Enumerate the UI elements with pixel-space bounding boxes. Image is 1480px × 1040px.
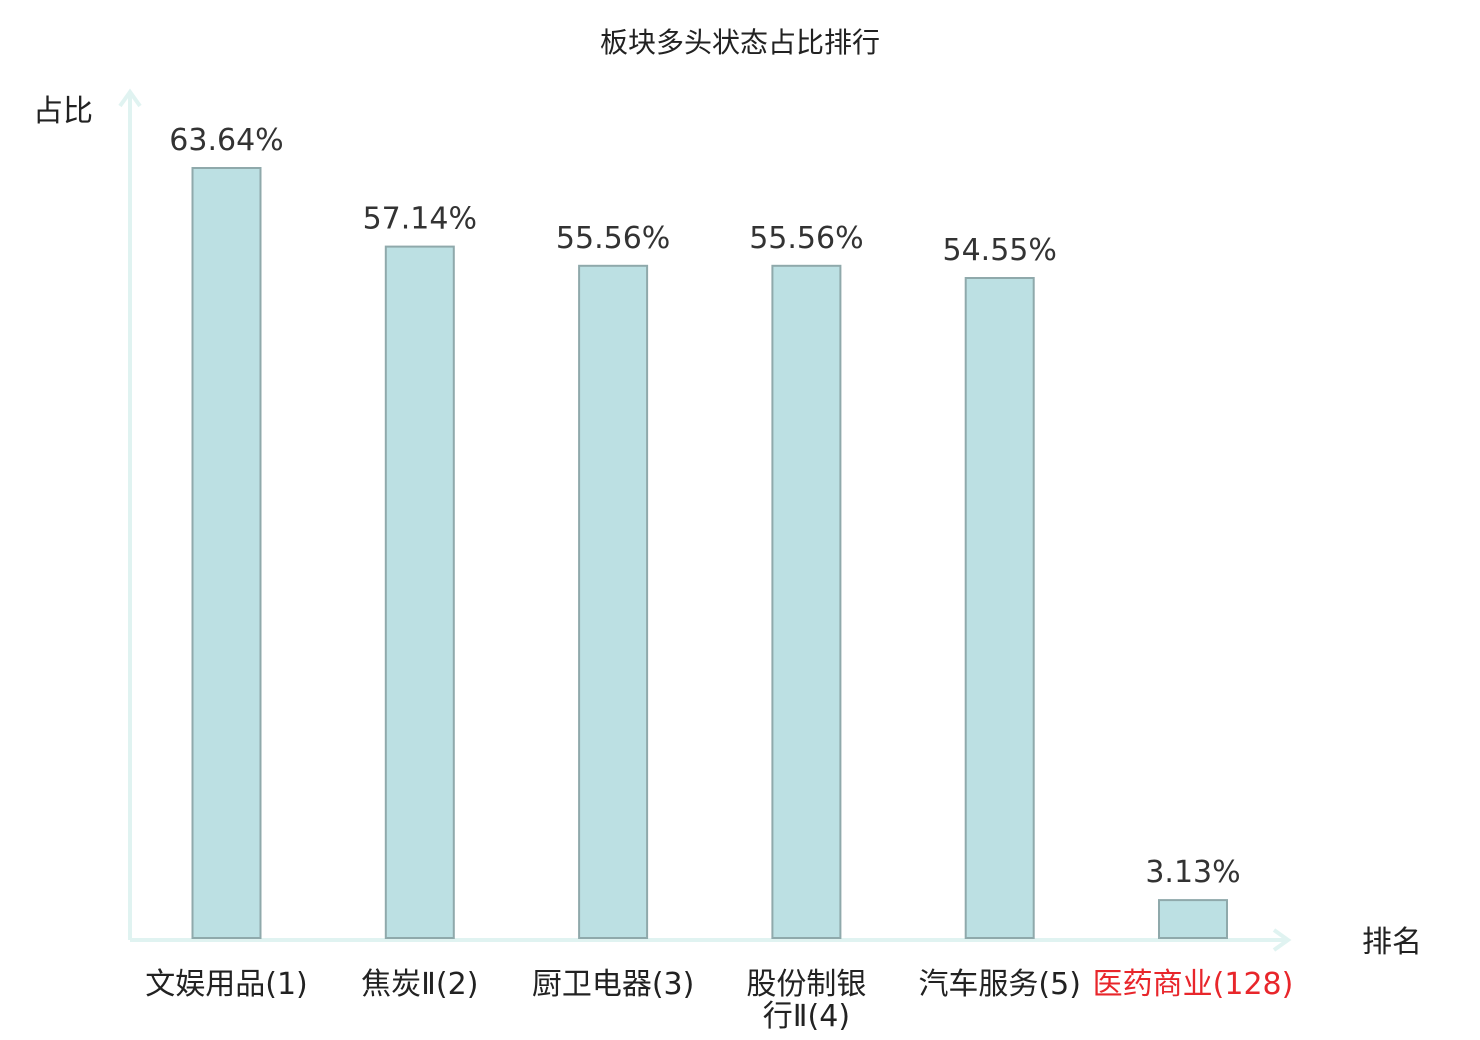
data-label: 63.64% [169, 123, 283, 158]
data-label: 3.13% [1145, 855, 1240, 890]
x-axis-arrow [1272, 928, 1292, 952]
y-axis-arrow [118, 88, 142, 108]
y-axis-title: 占比 [33, 94, 93, 129]
x-tick-label: 文娱用品(1) [145, 967, 308, 1002]
x-tick-label-line2: 行Ⅱ(4) [763, 999, 850, 1034]
bar [191, 167, 262, 939]
x-tick-label: 焦炭Ⅱ(2) [361, 967, 478, 1002]
data-label: 55.56% [556, 221, 670, 256]
chart-title: 板块多头状态占比排行 [600, 26, 880, 59]
bar [964, 277, 1035, 939]
data-label: 55.56% [749, 221, 863, 256]
bar [771, 264, 842, 939]
x-tick-label: 汽车服务(5) [918, 967, 1081, 1002]
x-tick-label: 厨卫电器(3) [532, 967, 695, 1002]
labels-group: 63.64% 文娱用品(1) 57.14% 焦炭Ⅱ(2) 55.56% 厨卫电器(3) 55… [145, 123, 1293, 1034]
bar [384, 245, 455, 940]
data-label: 54.55% [943, 233, 1057, 268]
bar [1158, 899, 1228, 939]
x-axis-title: 排名 [1362, 925, 1422, 960]
bars-group [191, 167, 1228, 940]
x-tick-label: 医药商业(128) [1093, 967, 1294, 1002]
data-label: 57.14% [363, 202, 477, 237]
x-tick-label: 股份制银 [746, 967, 866, 1002]
bar [578, 264, 649, 939]
